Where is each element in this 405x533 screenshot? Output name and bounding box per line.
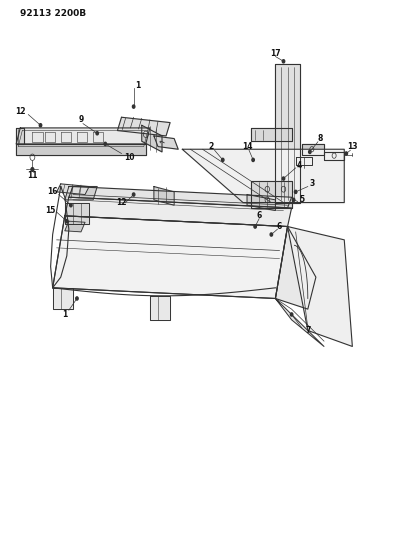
Circle shape <box>309 150 311 154</box>
Text: 14: 14 <box>242 142 252 151</box>
Circle shape <box>290 313 293 316</box>
Circle shape <box>76 297 78 300</box>
Polygon shape <box>69 187 292 208</box>
Polygon shape <box>150 296 170 320</box>
Polygon shape <box>142 125 162 152</box>
Text: 13: 13 <box>347 142 358 151</box>
Circle shape <box>252 158 254 161</box>
Polygon shape <box>275 227 316 309</box>
Circle shape <box>345 152 347 155</box>
Polygon shape <box>16 144 146 155</box>
Circle shape <box>282 177 285 180</box>
Text: 16: 16 <box>47 188 58 196</box>
Text: 15: 15 <box>45 206 56 215</box>
Polygon shape <box>65 197 292 227</box>
Text: 7: 7 <box>305 326 311 335</box>
Polygon shape <box>275 298 324 346</box>
Polygon shape <box>154 187 174 205</box>
Circle shape <box>39 124 42 127</box>
Polygon shape <box>53 216 288 298</box>
Polygon shape <box>275 64 300 203</box>
Text: 17: 17 <box>270 49 281 58</box>
Polygon shape <box>296 157 312 165</box>
Polygon shape <box>302 144 324 155</box>
Polygon shape <box>247 195 275 211</box>
Circle shape <box>132 193 135 196</box>
Polygon shape <box>251 128 292 141</box>
Polygon shape <box>16 128 24 144</box>
Text: 6: 6 <box>277 222 282 231</box>
Circle shape <box>31 167 34 171</box>
Polygon shape <box>65 203 89 224</box>
Polygon shape <box>117 117 170 136</box>
Polygon shape <box>57 184 89 195</box>
Polygon shape <box>251 181 292 208</box>
Circle shape <box>222 158 224 161</box>
Circle shape <box>96 132 98 135</box>
Text: 11: 11 <box>27 172 38 180</box>
Polygon shape <box>65 187 97 200</box>
Polygon shape <box>53 288 73 309</box>
Text: 92113 2200B: 92113 2200B <box>20 9 86 18</box>
Circle shape <box>104 142 107 146</box>
Circle shape <box>270 233 273 236</box>
Polygon shape <box>182 149 344 203</box>
Circle shape <box>294 190 297 193</box>
Text: 4: 4 <box>297 161 302 169</box>
Text: 3: 3 <box>309 180 314 188</box>
Text: 10: 10 <box>124 153 135 161</box>
Circle shape <box>70 204 72 207</box>
Text: 9: 9 <box>79 116 83 124</box>
Text: 8: 8 <box>317 134 323 143</box>
Text: 12: 12 <box>116 198 127 207</box>
Circle shape <box>254 225 256 228</box>
Polygon shape <box>288 227 352 346</box>
Circle shape <box>282 60 285 63</box>
Text: 1: 1 <box>62 310 67 319</box>
Circle shape <box>292 198 295 201</box>
Text: 12: 12 <box>15 108 26 116</box>
Polygon shape <box>65 221 85 232</box>
Polygon shape <box>154 136 178 149</box>
Text: 1: 1 <box>135 81 140 90</box>
Text: 2: 2 <box>208 142 213 151</box>
Text: 5: 5 <box>299 196 304 204</box>
Text: 6: 6 <box>257 212 262 220</box>
Circle shape <box>66 220 68 223</box>
Circle shape <box>132 105 135 108</box>
Polygon shape <box>16 128 150 144</box>
Polygon shape <box>324 152 344 160</box>
